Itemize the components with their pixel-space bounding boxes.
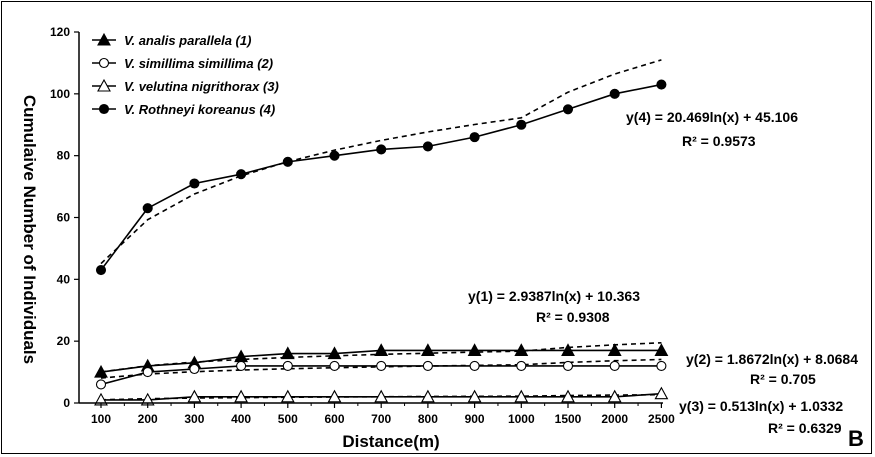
data-point-1 (374, 343, 389, 356)
x-tick-label: 700 (371, 412, 391, 426)
data-point-2 (236, 360, 247, 371)
equation-label: y(3) = 0.513ln(x) + 1.0332 (679, 398, 843, 414)
data-point-1 (607, 343, 622, 356)
legend-marker (98, 57, 110, 69)
x-axis-title: Distance(m) (342, 432, 439, 451)
data-point-4 (562, 104, 574, 115)
legend-label: V. Rothneyi koreanus (4) (124, 102, 275, 117)
data-point-1 (94, 364, 108, 378)
data-point-1 (467, 343, 482, 356)
y-axis-title: Cumulaive Number of Individuals (20, 95, 39, 364)
y-tick-label: 60 (57, 211, 71, 225)
data-point-4 (516, 119, 527, 130)
data-point-4 (142, 203, 153, 214)
x-tick-label: 100 (91, 412, 111, 426)
data-point-3 (187, 389, 202, 403)
data-point-2 (609, 360, 620, 371)
x-tick-label: 400 (231, 412, 251, 426)
x-tick-label: 500 (278, 412, 298, 426)
data-point-1 (420, 343, 435, 356)
r2-label: R² = 0.9308 (536, 309, 610, 325)
x-tick-label: 1500 (555, 412, 582, 426)
y-tick-label: 20 (57, 334, 71, 348)
data-point-4 (469, 132, 480, 143)
data-point-3 (280, 389, 295, 403)
trendline-4 (100, 59, 662, 265)
data-point-2 (469, 360, 480, 371)
y-tick-label: 100 (50, 87, 70, 101)
x-tick-label: 200 (138, 412, 158, 426)
y-tick-label: 40 (57, 272, 71, 286)
y-tick-label: 120 (50, 25, 70, 39)
data-point-2 (282, 360, 293, 371)
r2-label: R² = 0.705 (750, 371, 816, 387)
legend-label: V. velutina nigrithorax (3) (124, 79, 279, 94)
data-point-2 (329, 360, 340, 371)
data-point-3 (654, 386, 669, 400)
data-point-1 (654, 343, 669, 356)
data-point-2 (95, 379, 107, 390)
r2-label: R² = 0.9573 (682, 133, 756, 149)
data-point-3 (420, 389, 435, 403)
legend-label: V. analis parallela (1) (124, 33, 251, 48)
y-tick-label: 0 (63, 396, 70, 410)
legend-label: V. simillima simillima (2) (124, 56, 273, 71)
data-point-1 (280, 346, 295, 360)
y-tick-label: 80 (57, 149, 71, 163)
data-point-1 (514, 343, 529, 356)
data-point-4 (189, 178, 200, 189)
data-point-2 (422, 360, 433, 371)
x-tick-label: 800 (418, 412, 438, 426)
data-point-1 (561, 343, 575, 356)
x-tick-label: 2000 (601, 412, 628, 426)
legend-marker (98, 103, 110, 115)
data-point-1 (327, 346, 342, 360)
x-tick-label: 600 (324, 412, 344, 426)
equation-label: y(2) = 1.8672ln(x) + 8.0684 (686, 351, 858, 367)
data-point-4 (282, 156, 293, 167)
data-point-2 (516, 360, 527, 371)
data-point-2 (656, 360, 667, 371)
data-point-3 (561, 389, 575, 403)
equation-label: y(1) = 2.9387ln(x) + 10.363 (468, 288, 640, 304)
data-point-3 (467, 389, 482, 403)
data-point-4 (236, 169, 247, 180)
x-tick-label: 300 (184, 412, 204, 426)
data-point-4 (609, 88, 620, 99)
x-tick-label: 2500 (648, 412, 675, 426)
data-point-4 (329, 150, 340, 161)
data-point-3 (234, 389, 249, 403)
legend-marker (97, 32, 111, 46)
data-point-4 (422, 141, 433, 152)
data-point-2 (562, 360, 574, 371)
equation-label: y(4) = 20.469ln(x) + 45.106 (626, 109, 798, 125)
panel-label: B (848, 426, 864, 451)
data-point-2 (189, 363, 200, 375)
data-point-4 (376, 144, 387, 155)
x-tick-label: 1000 (508, 412, 535, 426)
x-tick-label: 900 (465, 412, 485, 426)
data-point-3 (514, 389, 529, 403)
data-point-2 (376, 360, 387, 371)
data-point-3 (327, 389, 342, 403)
data-point-4 (95, 265, 107, 276)
data-point-4 (656, 79, 667, 90)
r2-label: R² = 0.6329 (768, 420, 842, 436)
data-point-3 (374, 389, 389, 403)
data-point-3 (607, 389, 622, 403)
legend-marker (97, 78, 111, 92)
data-point-2 (142, 367, 153, 378)
